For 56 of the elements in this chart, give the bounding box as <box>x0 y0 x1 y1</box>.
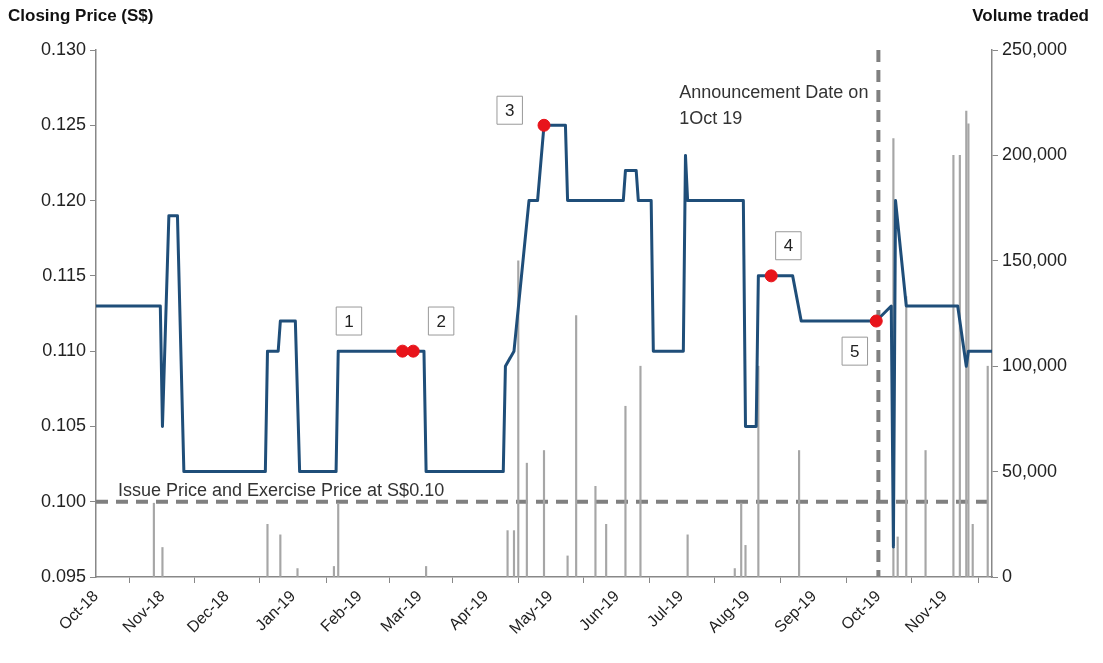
bar <box>512 530 516 577</box>
bar <box>952 155 955 577</box>
bar <box>594 486 597 577</box>
y2-tick-label: 50,000 <box>1002 460 1058 481</box>
y-tick-label: 0.095 <box>40 565 86 586</box>
annotation: 3 <box>504 100 515 120</box>
bar <box>279 534 282 577</box>
bar <box>896 536 899 577</box>
y2-tick-label: 0 <box>1002 565 1013 586</box>
bar <box>332 566 336 577</box>
y-tick-label: 0.110 <box>42 340 86 361</box>
y2-tick-label: 200,000 <box>1002 144 1068 165</box>
y-tick-label: 0.105 <box>40 415 86 436</box>
bar <box>337 502 340 577</box>
annotation: 4 <box>783 236 794 256</box>
bar <box>425 566 428 577</box>
bar <box>744 545 747 577</box>
bar <box>575 315 578 577</box>
bar <box>798 450 801 577</box>
y-tick-label: 0.130 <box>40 38 86 59</box>
point <box>537 118 551 132</box>
y-tick-label: 0.125 <box>40 114 86 135</box>
ref-line-label: Issue Price and Exercise Price at S$0.10 <box>118 479 445 500</box>
y2-tick-label: 250,000 <box>1002 38 1068 59</box>
y-tick-label: 0.100 <box>40 490 86 511</box>
bar <box>733 568 736 577</box>
annotation: 2 <box>436 311 446 331</box>
bar <box>566 555 569 577</box>
bar <box>686 534 689 577</box>
bar <box>152 502 155 577</box>
bar <box>542 450 546 577</box>
bar <box>971 523 974 577</box>
y-tick-label: 0.120 <box>40 189 86 210</box>
y-axis-title: Closing Price (S$) <box>8 6 154 26</box>
y2-tick-label: 150,000 <box>1002 249 1068 270</box>
bar <box>296 568 299 577</box>
ref-line-label: Announcement Date on 1Oct 19 <box>679 82 869 128</box>
bar <box>605 523 608 577</box>
bar <box>740 502 743 577</box>
point <box>869 314 883 328</box>
point <box>406 344 420 358</box>
annotation: 1 <box>344 311 354 331</box>
y2-axis-title: Volume traded <box>972 6 1089 26</box>
y2-tick-label: 100,000 <box>1002 355 1068 376</box>
bar <box>525 462 528 577</box>
bar <box>161 547 164 577</box>
point <box>764 269 778 283</box>
bar <box>986 365 989 577</box>
bar <box>639 365 642 577</box>
point <box>396 344 410 358</box>
bar <box>624 405 627 577</box>
bar <box>266 523 269 577</box>
y-tick-label: 0.115 <box>42 264 86 285</box>
annotation: 5 <box>850 341 860 361</box>
bar <box>924 450 927 577</box>
bar <box>506 530 509 577</box>
